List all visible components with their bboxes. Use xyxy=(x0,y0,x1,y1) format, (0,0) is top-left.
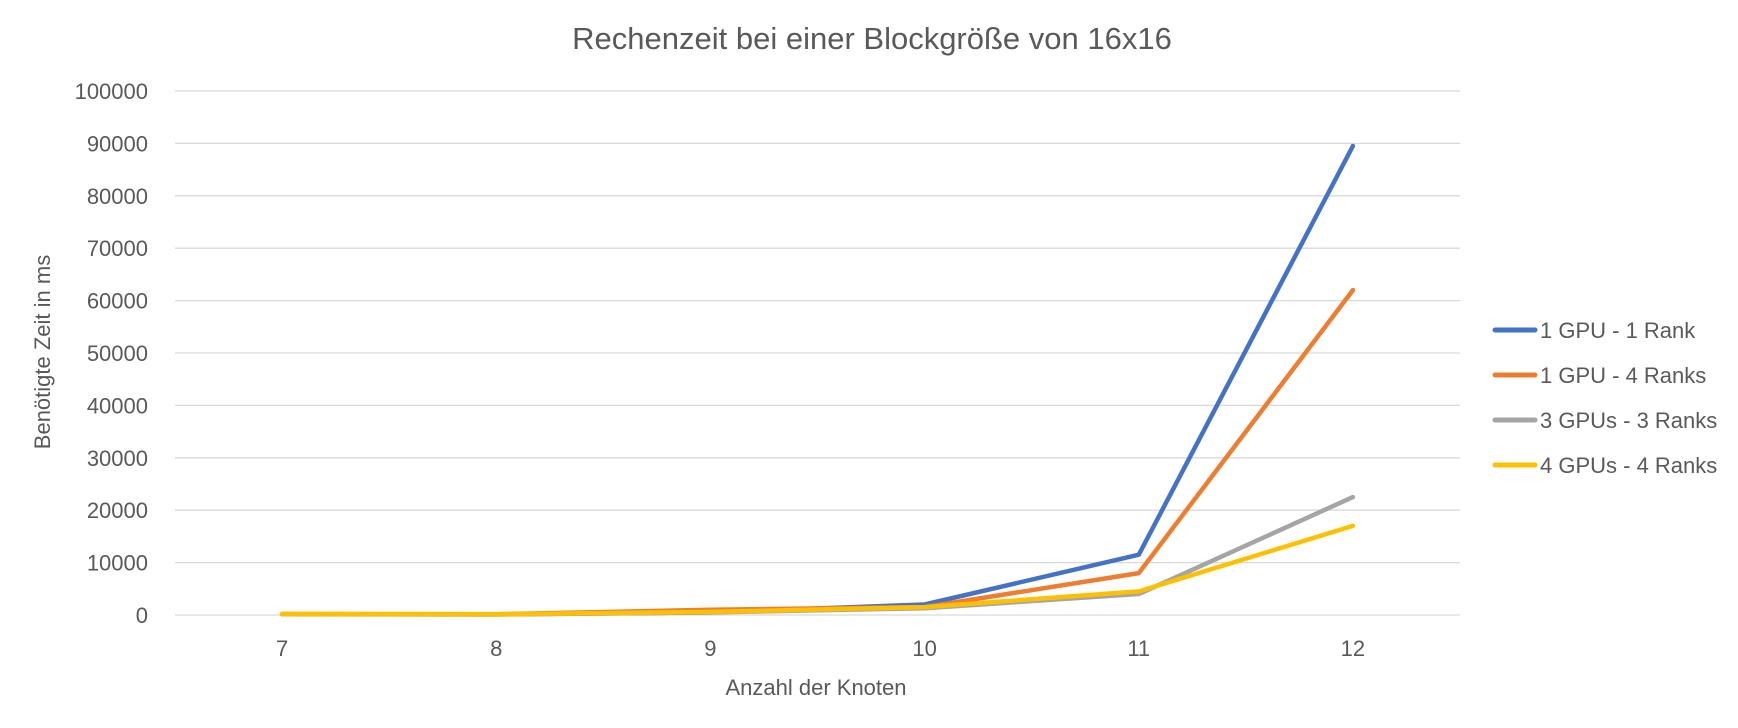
series-line-4 xyxy=(279,523,1356,617)
y-tick-label: 80000 xyxy=(87,184,148,209)
x-axis-title: Anzahl der Knoten xyxy=(725,675,906,700)
x-tick-label: 9 xyxy=(704,636,716,661)
legend-label: 1 GPU - 1 Rank xyxy=(1540,318,1696,343)
chart-title: Rechenzeit bei einer Blockgröße von 16x1… xyxy=(572,21,1172,56)
y-tick-label: 20000 xyxy=(87,498,148,523)
y-tick-label: 100000 xyxy=(75,79,148,104)
legend-label: 4 GPUs - 4 Ranks xyxy=(1540,453,1717,478)
y-tick-label: 30000 xyxy=(87,446,148,471)
x-tick-label: 7 xyxy=(276,636,288,661)
y-tick-label: 10000 xyxy=(87,551,148,576)
y-axis-title: Benötigte Zeit in ms xyxy=(30,255,55,449)
y-tick-label: 40000 xyxy=(87,393,148,418)
x-tick-label: 11 xyxy=(1127,636,1150,661)
x-axis-ticks: 7 8 9 10 11 12 xyxy=(276,636,1365,661)
gridlines xyxy=(175,90,1460,616)
legend: 1 GPU - 1 Rank 1 GPU - 4 Ranks 3 GPUs - 3 … xyxy=(1492,318,1717,478)
series-lines xyxy=(279,143,1356,617)
x-tick-label: 12 xyxy=(1341,636,1365,661)
legend-label: 1 GPU - 4 Ranks xyxy=(1540,363,1706,388)
x-tick-label: 8 xyxy=(490,636,502,661)
x-tick-label: 10 xyxy=(912,636,936,661)
y-tick-label: 60000 xyxy=(87,289,148,314)
series-line-3 xyxy=(279,494,1356,617)
series-line-1 xyxy=(279,143,1356,617)
y-tick-label: 90000 xyxy=(87,131,148,156)
y-tick-label: 0 xyxy=(136,603,148,628)
legend-label: 3 GPUs - 3 Ranks xyxy=(1540,408,1717,433)
y-tick-label: 50000 xyxy=(87,341,148,366)
y-axis-ticks: 0 10000 20000 30000 40000 50000 60000 70000 8000… xyxy=(75,79,148,628)
y-tick-label: 70000 xyxy=(87,236,148,261)
